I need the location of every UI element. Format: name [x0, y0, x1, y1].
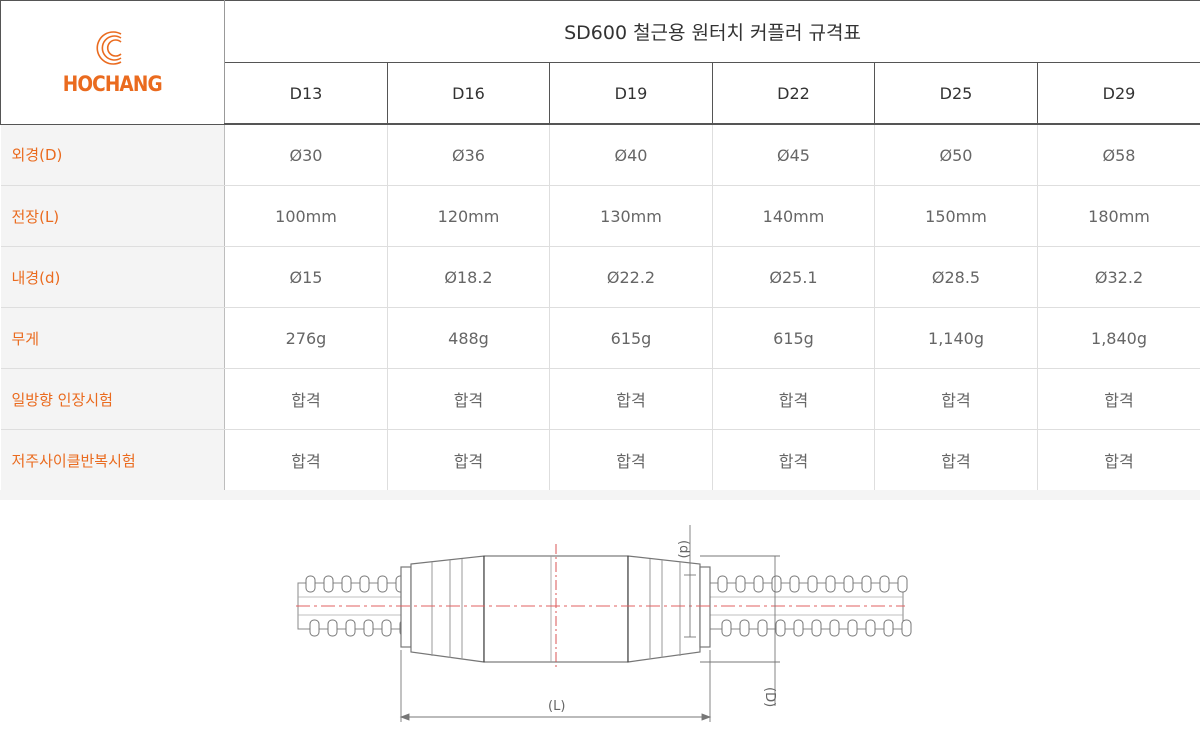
- table-cell: 615g: [550, 308, 713, 369]
- table-cell: Ø40: [550, 124, 713, 186]
- table-cell: 120mm: [388, 186, 550, 247]
- table-cell: 1,840g: [1038, 308, 1200, 369]
- table-cell: 276g: [225, 308, 388, 369]
- table-cell: 615g: [713, 308, 875, 369]
- row-label: 내경(d): [1, 247, 225, 308]
- table-cell: Ø30: [225, 124, 388, 186]
- table-cell: 합격: [550, 430, 713, 491]
- table-cell: 180mm: [1038, 186, 1200, 247]
- row-label: 전장(L): [1, 186, 225, 247]
- row-label: 저주사이클반복시험: [1, 430, 225, 491]
- table-cell: 합격: [875, 430, 1038, 491]
- row-label: 외경(D): [1, 124, 225, 186]
- table-cell: 합격: [875, 369, 1038, 430]
- size-header-5: D29: [1038, 63, 1200, 125]
- table-cell: 합격: [388, 430, 550, 491]
- table-cell: 합격: [713, 369, 875, 430]
- table-cell: Ø58: [1038, 124, 1200, 186]
- table-cell: Ø15: [225, 247, 388, 308]
- table-cell: 488g: [388, 308, 550, 369]
- table-cell: 합격: [1038, 430, 1200, 491]
- table-cell: 합격: [1038, 369, 1200, 430]
- table-cell: 합격: [550, 369, 713, 430]
- size-header-1: D16: [388, 63, 550, 125]
- logo-cell: HOCHANG: [1, 1, 225, 125]
- table-cell: 합격: [713, 430, 875, 491]
- table-cell: Ø25.1: [713, 247, 875, 308]
- table-cell: 150mm: [875, 186, 1038, 247]
- logo-text: HOCHANG: [63, 72, 162, 96]
- label-D: (D): [762, 687, 777, 707]
- table-cell: Ø28.5: [875, 247, 1038, 308]
- coupler-diagram: (d) (D) (L): [0, 500, 1200, 744]
- table-cell: Ø45: [713, 124, 875, 186]
- table-cell: 100mm: [225, 186, 388, 247]
- row-label: 무게: [1, 308, 225, 369]
- row-label: 일방향 인장시험: [1, 369, 225, 430]
- label-L: (L): [548, 699, 565, 714]
- size-header-4: D25: [875, 63, 1038, 125]
- table-cell: 130mm: [550, 186, 713, 247]
- hochang-logo-icon: [91, 28, 135, 68]
- table-cell: 합격: [225, 430, 388, 491]
- table-cell: Ø18.2: [388, 247, 550, 308]
- size-header-0: D13: [225, 63, 388, 125]
- table-cell: Ø32.2: [1038, 247, 1200, 308]
- table-cell: Ø36: [388, 124, 550, 186]
- table-cell: 140mm: [713, 186, 875, 247]
- size-header-3: D22: [713, 63, 875, 125]
- coupler-drawing: (d) (D) (L): [0, 500, 1200, 744]
- table-title: SD600 철근용 원터치 커플러 규격표: [225, 1, 1200, 63]
- table-cell: 합격: [388, 369, 550, 430]
- size-header-2: D19: [550, 63, 713, 125]
- label-d: (d): [676, 540, 691, 558]
- table-cell: 1,140g: [875, 308, 1038, 369]
- table-cell: Ø50: [875, 124, 1038, 186]
- table-cell: 합격: [225, 369, 388, 430]
- table-cell: Ø22.2: [550, 247, 713, 308]
